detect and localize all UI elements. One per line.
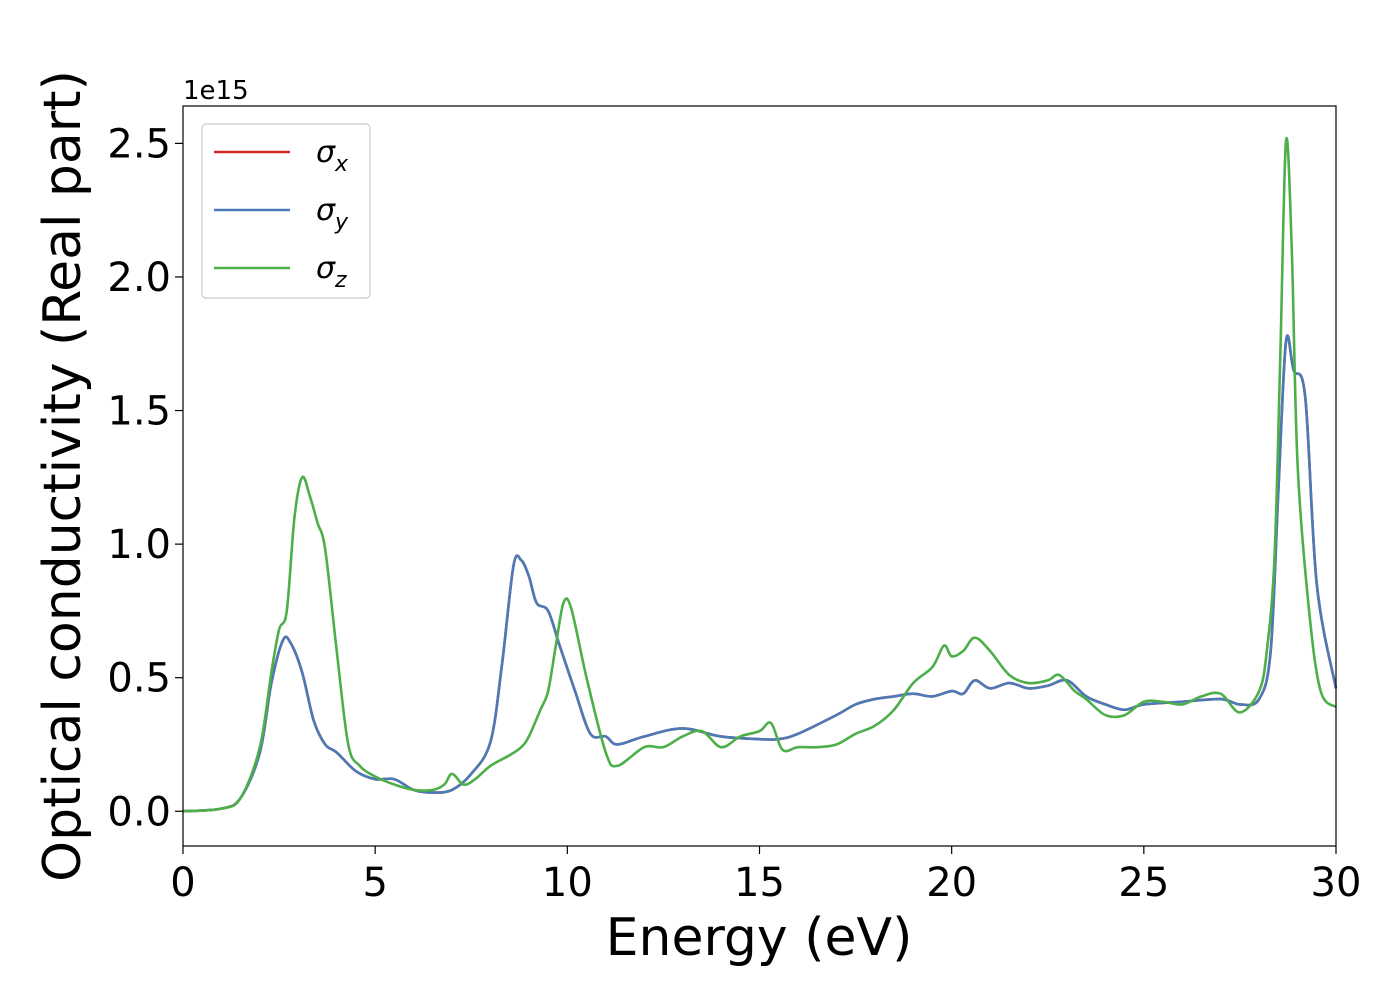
y-axis-ticks: 0.0 0.5 1.0 1.5 2.0 2.5 bbox=[107, 121, 183, 835]
x-tick-label: 0 bbox=[170, 860, 195, 906]
y-tick-label: 0.5 bbox=[107, 656, 171, 702]
x-axis-ticks: 0 5 10 15 20 25 30 bbox=[170, 846, 1361, 906]
x-tick-label: 30 bbox=[1311, 860, 1362, 906]
y-tick-label: 2.5 bbox=[107, 121, 171, 167]
x-tick-label: 15 bbox=[734, 860, 785, 906]
legend-label-y: σy bbox=[316, 193, 349, 235]
series-line-z bbox=[182, 136, 1337, 813]
y-tick-label: 2.0 bbox=[107, 255, 171, 301]
x-axis-label: Energy (eV) bbox=[606, 908, 913, 968]
x-tick-label: 25 bbox=[1118, 860, 1169, 906]
x-tick-label: 10 bbox=[542, 860, 593, 906]
y-axis-label: Optical conductivity (Real part) bbox=[33, 70, 93, 882]
series-line-y bbox=[182, 334, 1338, 813]
series-layer bbox=[182, 136, 1338, 813]
legend-label-z: σz bbox=[316, 251, 347, 293]
x-tick-label: 20 bbox=[926, 860, 977, 906]
x-tick-label: 5 bbox=[362, 860, 387, 906]
y-tick-label: 1.5 bbox=[107, 389, 171, 435]
y-tick-label: 0.0 bbox=[107, 789, 171, 835]
y-tick-label: 1.0 bbox=[107, 522, 171, 568]
y-axis-offset-label: 1e15 bbox=[183, 76, 249, 106]
legend: σx σy σz bbox=[201, 123, 371, 299]
legend-label-x: σx bbox=[316, 135, 349, 177]
